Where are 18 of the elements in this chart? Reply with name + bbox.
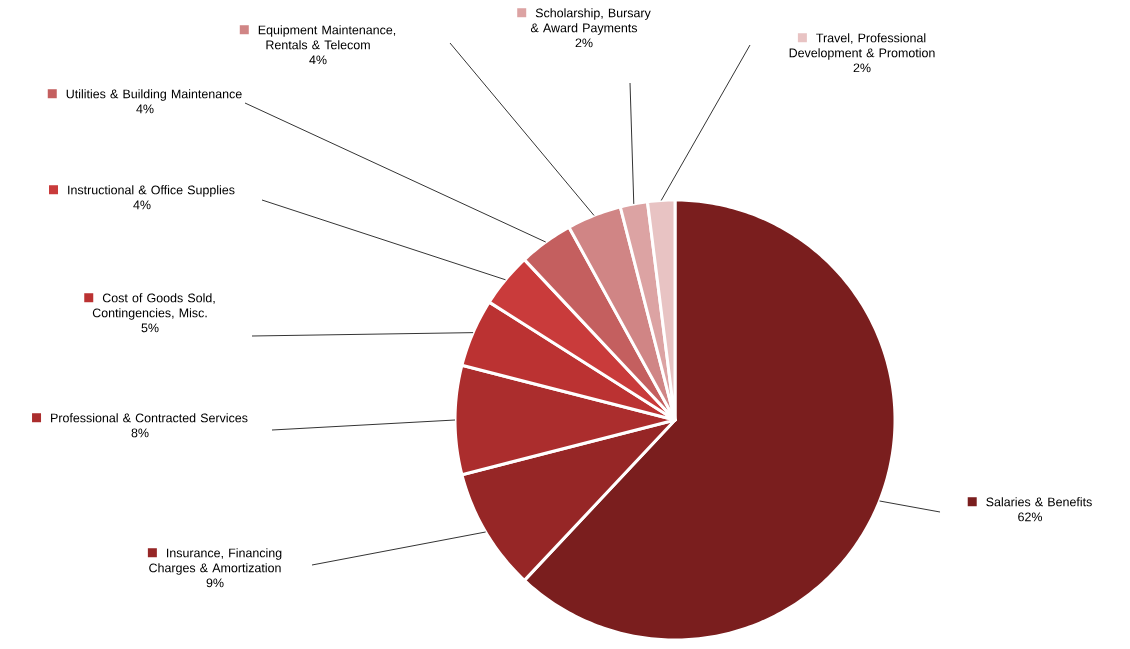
data-label: 62% [1018,512,1043,522]
data-label: 9% [206,578,224,588]
legend-label: Travel, Professional Development & Promotion [789,33,935,60]
legend-label: Scholarship, Bursary & Award Payments [530,8,651,35]
data-label: 8% [131,428,149,438]
data-label: 4% [133,200,151,210]
data-label: 4% [309,55,327,65]
data-label: 2% [575,38,593,48]
data-label: 2% [853,63,871,73]
legend-label: Instructional & Office Supplies [68,185,235,197]
legend-label: Insurance, Financing Charges & Amortization [149,548,282,575]
legend-label: Cost of Goods Sold, Contingencies, Misc. [92,293,215,320]
data-label: 5% [141,323,159,333]
legend-label: Professional & Contracted Services [51,413,248,423]
legend-label: Utilities & Building Maintenance [66,89,242,101]
legend-label: Salaries & Benefits [986,497,1092,507]
legend-label: Equipment Maintenance, Rentals & Telecom [258,25,396,50]
data-label: 4% [136,104,154,114]
